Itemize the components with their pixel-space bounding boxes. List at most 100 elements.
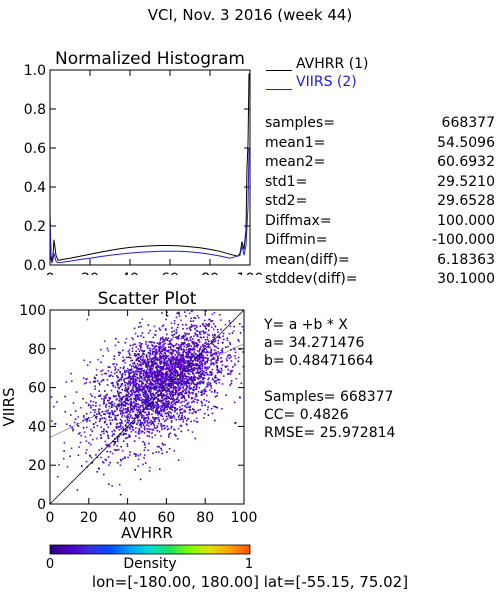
scatter-point [171, 380, 173, 382]
scatter-point [105, 430, 108, 432]
scatter-point [130, 400, 132, 403]
scatter-point [188, 395, 190, 397]
scatter-point [96, 437, 98, 440]
scatter-point [159, 362, 161, 365]
scatter-point [182, 387, 185, 390]
scatter-point [89, 361, 91, 363]
scatter-point [158, 343, 161, 346]
scatter-point [228, 320, 231, 322]
scatter-point [121, 422, 123, 424]
scatter-point [107, 437, 110, 439]
scatter-point [192, 371, 194, 374]
scatter-point [107, 370, 110, 372]
stats-value: 668377 [441, 115, 495, 131]
scatter-point [234, 363, 236, 365]
scatter-point [151, 367, 154, 370]
scatter-point [222, 332, 225, 335]
scatter-point [175, 401, 177, 404]
scatter-point [124, 341, 127, 344]
scatter-point [122, 360, 124, 362]
scatter-point [175, 398, 178, 401]
scatter-point [212, 322, 215, 325]
scatter-point [227, 368, 229, 371]
scatter-point [91, 462, 93, 464]
scatter-point [146, 401, 148, 404]
scatter-point [122, 356, 124, 359]
scatter-point [103, 372, 106, 375]
scatter-point [190, 353, 193, 355]
scatter-point [101, 461, 104, 463]
scatter-point [204, 372, 207, 374]
scatter-point [178, 313, 180, 315]
scatter-point [109, 411, 112, 414]
scatter-point [174, 428, 176, 431]
scatter-point [140, 396, 143, 399]
scatter-point [146, 360, 148, 362]
scatter-point [184, 405, 186, 407]
scatter-point [134, 370, 137, 372]
scatter-point [156, 417, 159, 420]
scatter-point [216, 395, 218, 397]
scatter-point [169, 342, 171, 344]
scatter-point [160, 449, 163, 451]
scatter-point [111, 430, 113, 433]
scatter-point [203, 336, 205, 338]
scatter-point [130, 414, 132, 417]
scatter-point [97, 410, 100, 413]
scatter-point [149, 392, 152, 395]
scatter-point [182, 354, 184, 356]
scatter-point [186, 386, 188, 389]
scatter-point [155, 348, 158, 351]
scatter-point [132, 417, 134, 420]
scatter-point [98, 395, 100, 397]
scatter-point [131, 408, 134, 411]
scatter-point [116, 445, 119, 447]
scatter-point [145, 364, 148, 366]
scatter-point [125, 393, 128, 396]
scatter-point [86, 377, 88, 380]
scatter-point [79, 441, 82, 444]
scatter-point [153, 371, 156, 374]
scatter-point [216, 365, 218, 367]
scatter-point [113, 441, 116, 443]
scatter-point [152, 393, 155, 396]
scatter-point [187, 379, 190, 381]
scatter-point [147, 428, 150, 430]
scatter-point [179, 378, 181, 380]
scatter-point [115, 418, 118, 421]
scatter-point [179, 379, 181, 381]
scatter-point [237, 360, 240, 363]
scatter-point [209, 371, 211, 373]
scatter-point [180, 368, 182, 370]
scatter-point [168, 370, 170, 373]
scatter-point [149, 370, 152, 372]
scatter-point [141, 349, 143, 352]
scatter-point [143, 418, 145, 421]
scatter-point [161, 360, 163, 362]
scatter-point [150, 382, 153, 384]
scatter-point [230, 360, 233, 362]
scatter-point [183, 410, 185, 413]
scatter-point [158, 394, 161, 396]
scatter-point [164, 381, 166, 383]
scatter-point [138, 406, 140, 409]
scatter-point [138, 427, 140, 430]
scatter-point [76, 489, 79, 491]
scatter-point [77, 433, 80, 435]
scatter-point [219, 337, 221, 339]
scatter-point [169, 352, 171, 355]
scatter-point [149, 367, 151, 369]
scatter-point [138, 380, 141, 383]
scatter-point [152, 387, 155, 389]
scatter-point [89, 381, 92, 384]
scatter-point [128, 436, 130, 438]
scatter-point [201, 365, 203, 368]
scatter-point [171, 365, 173, 368]
scatter-point [189, 405, 192, 408]
scatter-point [221, 360, 223, 362]
scatter-point [210, 349, 213, 352]
scatter-point [138, 389, 140, 392]
scatter-point [148, 400, 150, 402]
scatter-point [191, 355, 194, 358]
scatter-point [145, 399, 147, 401]
